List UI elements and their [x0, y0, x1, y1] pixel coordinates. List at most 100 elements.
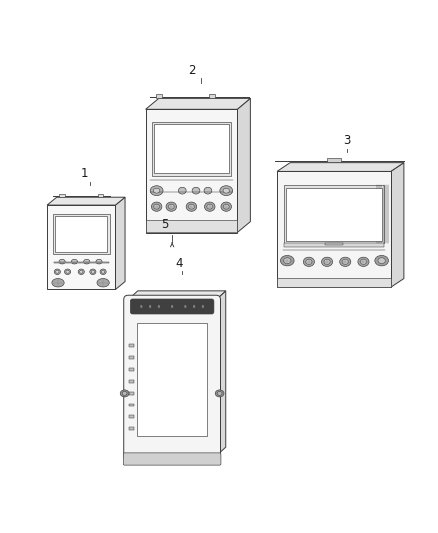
Polygon shape	[145, 99, 251, 109]
Ellipse shape	[193, 305, 195, 308]
Bar	[208, 94, 215, 99]
Ellipse shape	[358, 257, 369, 266]
Polygon shape	[391, 163, 404, 287]
Ellipse shape	[178, 187, 186, 194]
Ellipse shape	[342, 259, 348, 264]
Ellipse shape	[153, 188, 160, 193]
Bar	[129, 415, 134, 418]
FancyBboxPatch shape	[124, 453, 221, 465]
Ellipse shape	[188, 204, 194, 209]
Ellipse shape	[66, 270, 69, 273]
Bar	[129, 344, 134, 348]
Bar	[284, 185, 384, 243]
Bar	[145, 109, 237, 232]
Bar	[129, 356, 134, 359]
Ellipse shape	[306, 259, 312, 264]
Bar	[145, 220, 237, 232]
Ellipse shape	[280, 255, 294, 266]
Polygon shape	[277, 163, 404, 172]
Bar	[60, 193, 65, 197]
Bar	[129, 368, 134, 371]
Ellipse shape	[154, 204, 159, 209]
Text: 5: 5	[161, 217, 168, 231]
Ellipse shape	[321, 257, 332, 266]
Ellipse shape	[378, 258, 385, 263]
Ellipse shape	[324, 259, 330, 264]
Ellipse shape	[120, 390, 129, 397]
Ellipse shape	[340, 257, 351, 266]
Bar	[156, 94, 162, 99]
Bar	[150, 191, 233, 192]
Bar	[129, 427, 134, 430]
FancyBboxPatch shape	[131, 299, 214, 314]
Ellipse shape	[71, 260, 78, 264]
Bar	[129, 403, 134, 406]
Bar	[327, 158, 341, 162]
Ellipse shape	[149, 305, 151, 308]
Ellipse shape	[84, 260, 90, 264]
Ellipse shape	[184, 305, 187, 308]
Ellipse shape	[192, 187, 200, 194]
Ellipse shape	[202, 305, 204, 308]
Ellipse shape	[52, 279, 64, 287]
Ellipse shape	[80, 270, 83, 273]
Ellipse shape	[283, 258, 291, 263]
Ellipse shape	[166, 202, 177, 211]
Bar	[277, 172, 391, 287]
Polygon shape	[216, 291, 226, 456]
Ellipse shape	[217, 392, 222, 395]
Ellipse shape	[204, 187, 212, 194]
Bar	[325, 243, 343, 245]
Bar	[53, 214, 110, 254]
Ellipse shape	[102, 270, 105, 273]
Ellipse shape	[207, 204, 213, 209]
Polygon shape	[237, 99, 251, 232]
FancyBboxPatch shape	[124, 295, 220, 461]
Bar	[47, 205, 116, 289]
Ellipse shape	[152, 202, 162, 211]
Ellipse shape	[205, 202, 215, 211]
Ellipse shape	[223, 204, 229, 209]
Ellipse shape	[158, 305, 160, 308]
Bar	[129, 392, 134, 394]
Bar	[152, 122, 231, 176]
Ellipse shape	[56, 270, 59, 273]
Ellipse shape	[186, 202, 197, 211]
Bar	[277, 278, 391, 287]
Ellipse shape	[168, 204, 174, 209]
Ellipse shape	[90, 269, 96, 274]
Text: 3: 3	[344, 134, 351, 147]
Ellipse shape	[360, 259, 367, 264]
Bar	[284, 243, 384, 247]
Text: 2: 2	[187, 64, 195, 77]
Ellipse shape	[140, 305, 142, 308]
Ellipse shape	[303, 257, 314, 266]
Ellipse shape	[171, 305, 173, 308]
Polygon shape	[47, 197, 125, 205]
Ellipse shape	[220, 185, 233, 196]
Bar	[55, 216, 107, 252]
Ellipse shape	[97, 279, 109, 287]
Polygon shape	[116, 197, 125, 289]
Bar	[154, 124, 229, 173]
Ellipse shape	[375, 255, 389, 266]
Ellipse shape	[59, 260, 65, 264]
Text: 1: 1	[80, 167, 88, 180]
Ellipse shape	[150, 185, 163, 196]
Ellipse shape	[54, 269, 60, 274]
Bar	[54, 262, 109, 263]
Bar	[137, 323, 207, 435]
Bar	[129, 380, 134, 383]
Ellipse shape	[64, 269, 71, 274]
Ellipse shape	[122, 392, 127, 395]
Ellipse shape	[223, 188, 230, 193]
Text: 4: 4	[175, 257, 183, 270]
Ellipse shape	[91, 270, 95, 273]
Ellipse shape	[96, 260, 102, 264]
Ellipse shape	[100, 269, 106, 274]
Ellipse shape	[215, 390, 224, 397]
Ellipse shape	[221, 202, 232, 211]
Bar	[286, 188, 381, 241]
Polygon shape	[128, 291, 226, 300]
Ellipse shape	[78, 269, 85, 274]
